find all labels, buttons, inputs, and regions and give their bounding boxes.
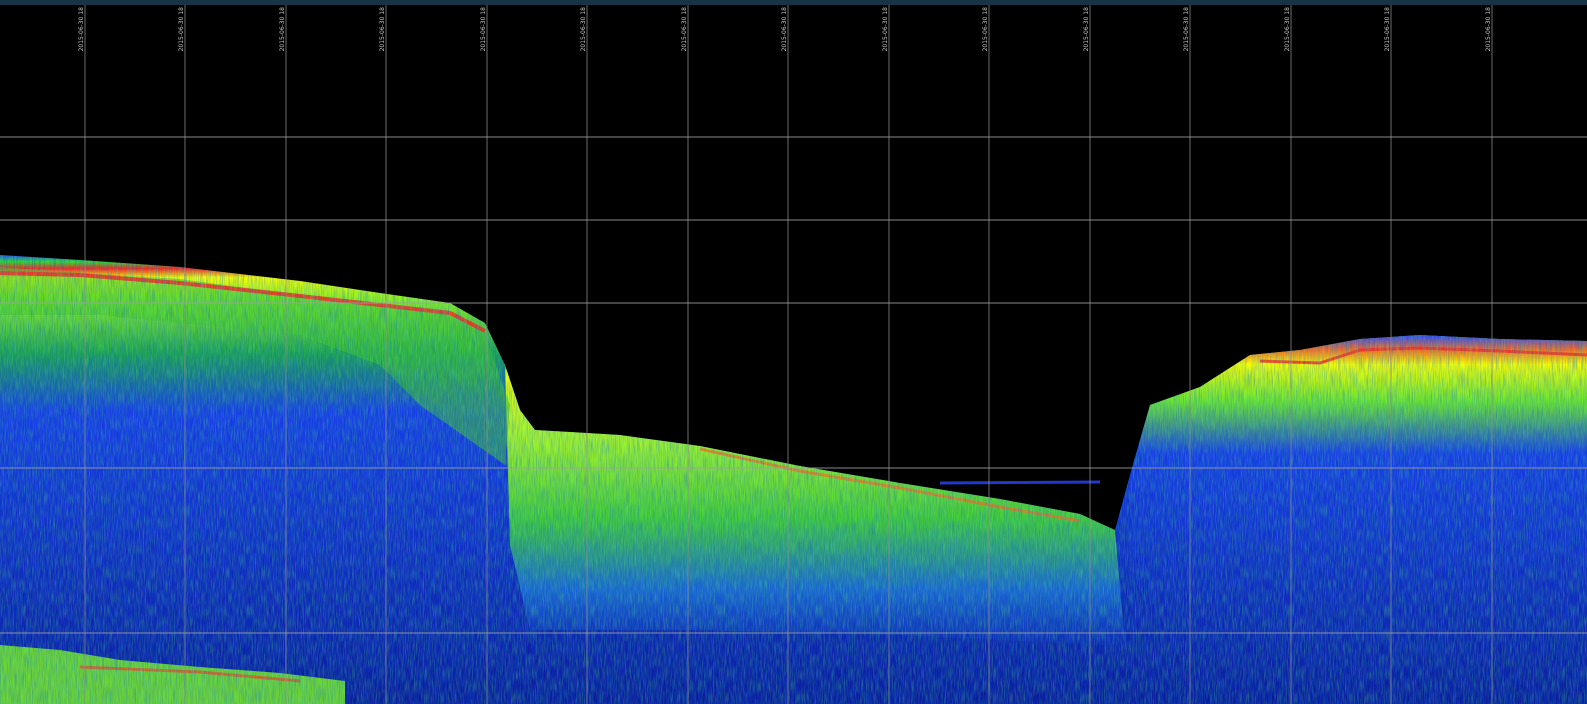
top-bar <box>0 0 1587 5</box>
grid-lines <box>0 5 1587 704</box>
time-axis-labels: 2015-06-30 18 2015-06-30 18 2015-06-30 18 2… <box>78 7 1492 52</box>
time-tick-label: 2015-06-30 18 <box>279 7 286 52</box>
echogram-image: 2015-06-30 18 2015-06-30 18 2015-06-30 18 2… <box>0 5 1587 704</box>
time-tick-label: 2015-06-30 18 <box>78 7 85 52</box>
time-tick-label: 2015-06-30 18 <box>379 7 386 52</box>
time-tick-label: 2015-06-30 18 <box>882 7 889 52</box>
time-tick-label: 2015-06-30 18 <box>1083 7 1090 52</box>
time-tick-label: 2015-06-30 18 <box>982 7 989 52</box>
time-tick-label: 2015-06-30 18 <box>1485 7 1492 52</box>
time-tick-label: 2015-06-30 18 <box>1384 7 1391 52</box>
time-tick-label: 2015-06-30 18 <box>681 7 688 52</box>
time-tick-label: 2015-06-30 18 <box>580 7 587 52</box>
time-tick-label: 2015-06-30 18 <box>1284 7 1291 52</box>
time-tick-label: 2015-06-30 18 <box>480 7 487 52</box>
time-tick-label: 2015-06-30 18 <box>1183 7 1190 52</box>
time-tick-label: 2015-06-30 18 <box>781 7 788 52</box>
time-tick-label: 2015-06-30 18 <box>178 7 185 52</box>
